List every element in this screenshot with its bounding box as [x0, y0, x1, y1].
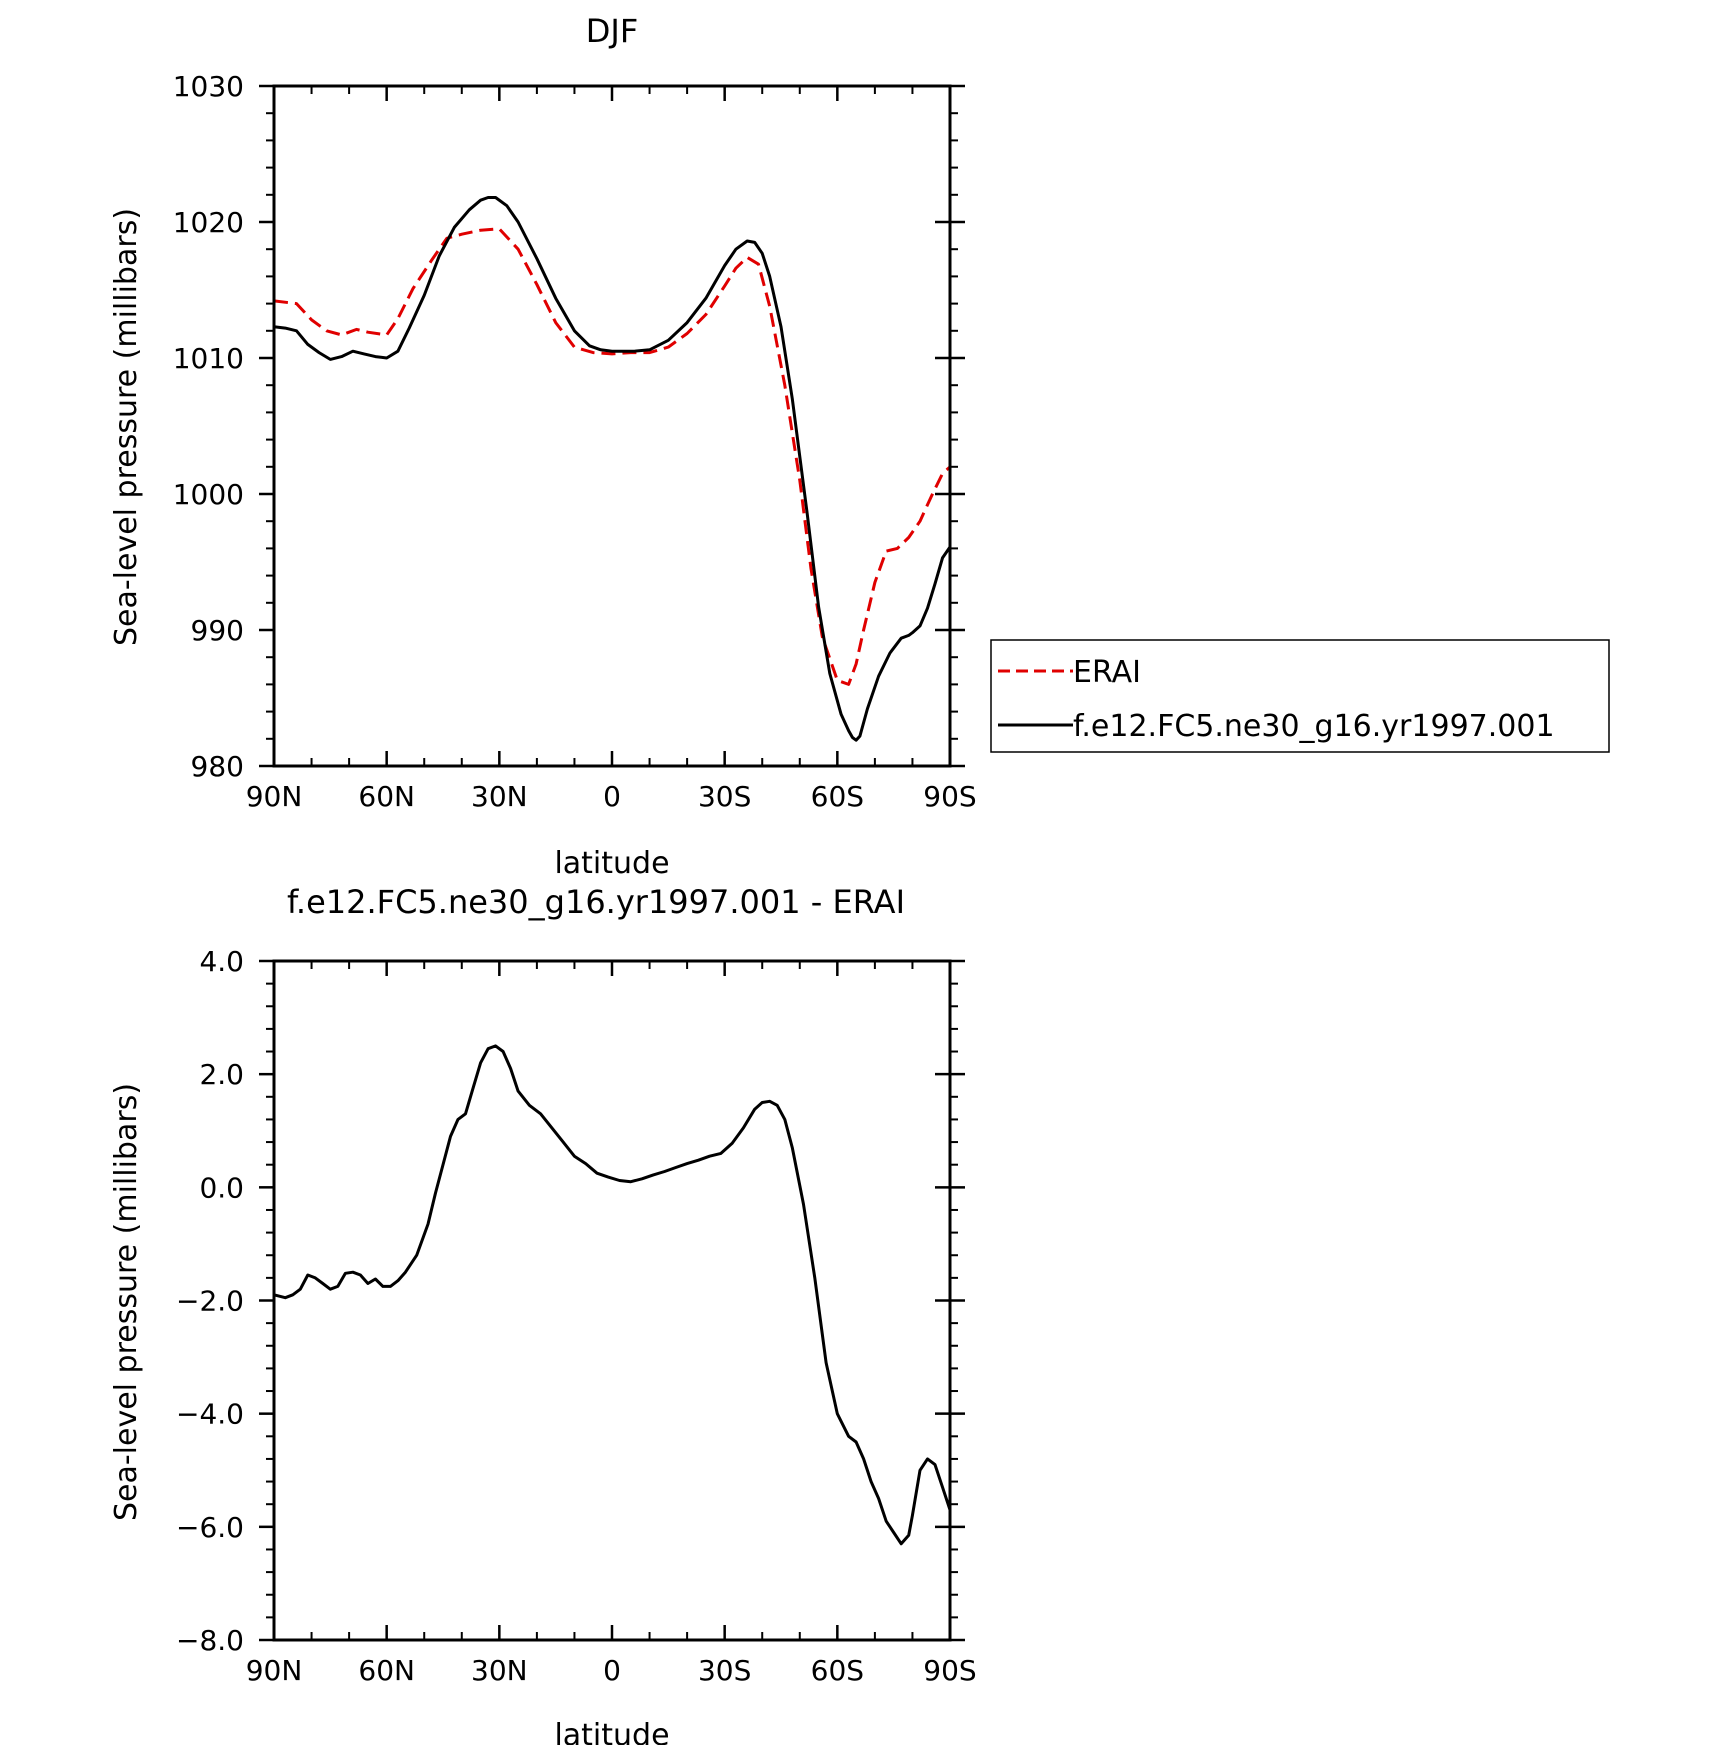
bottom-x-tick-label: 90S [923, 1654, 976, 1687]
top-x-tick-label: 60N [358, 780, 415, 813]
bottom-y-tick-label: −6.0 [176, 1511, 244, 1544]
top-y-tick-label: 1010 [173, 342, 244, 375]
bottom-x-tick-label: 60N [358, 1654, 415, 1687]
bottom-y-tick-label: −4.0 [176, 1398, 244, 1431]
bottom-x-tick-label: 30S [698, 1654, 751, 1687]
top-series-line-0 [273, 227, 952, 686]
bottom-x-tick-label: 60S [811, 1654, 864, 1687]
bottom-chart-y-axis-label: Sea-level pressure (millibars) [109, 1083, 144, 1521]
top-chart-frame [272, 84, 952, 768]
top-y-tick-label: 1000 [173, 478, 244, 511]
bottom-x-tick-label: 90N [246, 1654, 303, 1687]
top-series-line-1 [273, 196, 952, 742]
bottom-y-tick-label: −2.0 [176, 1285, 244, 1318]
top-chart-series [273, 196, 952, 742]
bottom-y-tick-label: 0.0 [199, 1171, 244, 1204]
bottom-x-tick-label: 0 [603, 1654, 621, 1687]
legend: ERAI f.e12.FC5.ne30_g16.yr1997.001 [990, 639, 1610, 753]
bottom-y-tick-label: −8.0 [176, 1624, 244, 1657]
top-chart-ticks: 90N 60N 30N 0 30S 60S 90S 980 990 1000 1010 1020 103… [173, 70, 977, 813]
top-x-tick-label: 90S [923, 780, 976, 813]
bottom-chart-ticks: 90N 60N 30N 0 30S 60S 90S −8.0 −6.0 −4.0 −2.0 0.0 2.… [176, 945, 977, 1687]
top-x-tick-label: 60S [811, 780, 864, 813]
bottom-chart-series [273, 1044, 952, 1546]
top-y-tick-label: 980 [191, 750, 244, 783]
top-y-tick-label: 990 [191, 614, 244, 647]
bottom-chart-frame [272, 959, 952, 1642]
bottom-x-tick-label: 30N [471, 1654, 528, 1687]
top-x-tick-label: 30S [698, 780, 751, 813]
top-y-tick-label: 1030 [173, 70, 244, 103]
top-chart: DJF latitude Sea-level pressure (milliba… [109, 12, 1610, 881]
top-chart-x-axis-label: latitude [554, 846, 669, 881]
legend-label-erai: ERAI [1073, 655, 1141, 690]
bottom-y-tick-label: 2.0 [199, 1058, 244, 1091]
top-x-tick-label: 30N [471, 780, 528, 813]
bottom-series-line-0 [273, 1044, 952, 1546]
legend-box [990, 639, 1610, 753]
top-chart-title: DJF [586, 12, 638, 50]
top-x-tick-label: 0 [603, 780, 621, 813]
top-y-tick-label: 1020 [173, 206, 244, 239]
bottom-chart-x-axis-label: latitude [554, 1718, 669, 1745]
top-chart-y-axis-label: Sea-level pressure (millibars) [109, 208, 144, 646]
bottom-chart: f.e12.FC5.ne30_g16.yr1997.001 - ERAI lat… [109, 883, 977, 1745]
bottom-chart-title: f.e12.FC5.ne30_g16.yr1997.001 - ERAI [287, 883, 905, 921]
top-x-tick-label: 90N [246, 780, 303, 813]
legend-label-model: f.e12.FC5.ne30_g16.yr1997.001 [1073, 709, 1555, 744]
bottom-y-tick-label: 4.0 [199, 945, 244, 978]
